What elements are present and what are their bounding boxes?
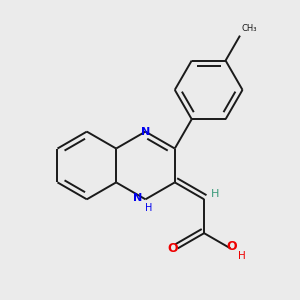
Text: H: H bbox=[145, 203, 152, 213]
Text: H: H bbox=[211, 189, 220, 199]
Text: O: O bbox=[167, 242, 178, 255]
Text: H: H bbox=[238, 251, 246, 261]
Text: N: N bbox=[141, 127, 150, 136]
Text: CH₃: CH₃ bbox=[242, 24, 257, 33]
Text: O: O bbox=[227, 240, 237, 254]
Text: N: N bbox=[133, 193, 142, 203]
